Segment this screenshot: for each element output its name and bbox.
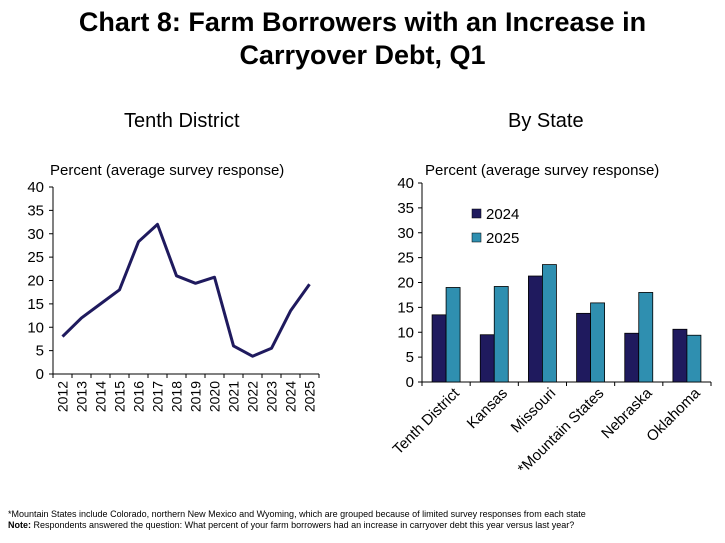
footnote-note-label: Note: bbox=[8, 520, 31, 530]
bar-2024 bbox=[528, 275, 543, 383]
line-y-tick-label: 5 bbox=[36, 343, 44, 360]
bar-category-label: Oklahoma bbox=[643, 384, 704, 445]
bar-y-tick-label: 10 bbox=[397, 324, 414, 341]
bar-2024 bbox=[431, 314, 447, 383]
line-x-tick-label: 2013 bbox=[74, 381, 90, 412]
bar-2024 bbox=[624, 332, 640, 383]
bar-y-tick-label: 15 bbox=[397, 299, 414, 316]
line-x-tick-label: 2025 bbox=[302, 381, 318, 412]
line-x-tick-label: 2016 bbox=[131, 381, 147, 412]
line-x-tick-label: 2021 bbox=[226, 381, 242, 412]
bar-y-axis-label: Percent (average survey response) bbox=[425, 162, 660, 179]
legend-swatch-2025 bbox=[471, 232, 482, 243]
legend-swatch-2024 bbox=[471, 208, 482, 219]
line-x-tick-label: 2017 bbox=[150, 381, 166, 412]
bar-2025 bbox=[493, 286, 509, 383]
line-x-tick-label: 2015 bbox=[112, 381, 128, 412]
bar-2024 bbox=[479, 334, 495, 383]
bar-2025 bbox=[445, 287, 461, 383]
bar-y-tick-label: 35 bbox=[397, 200, 414, 217]
line-y-tick-label: 30 bbox=[27, 226, 44, 243]
line-panel-title: Tenth District bbox=[124, 110, 240, 132]
footnote-mountain-states: *Mountain States include Colorado, north… bbox=[8, 509, 586, 519]
line-x-tick-label: 2020 bbox=[207, 381, 223, 412]
bar-panel-title: By State bbox=[508, 110, 584, 132]
line-y-tick-label: 0 bbox=[36, 366, 44, 383]
line-y-tick-label: 15 bbox=[27, 296, 44, 313]
bar-2024 bbox=[576, 312, 591, 383]
bar-2025 bbox=[638, 292, 654, 383]
line-y-tick-label: 40 bbox=[27, 179, 44, 196]
bar-2025 bbox=[590, 302, 605, 383]
line-y-tick-label: 35 bbox=[27, 202, 44, 219]
bar-y-tick-label: 20 bbox=[397, 275, 414, 292]
bar-y-tick-label: 0 bbox=[406, 374, 414, 391]
bar-y-tick-label: 25 bbox=[397, 250, 414, 267]
line-y-axis-label: Percent (average survey response) bbox=[50, 162, 285, 179]
bar-y-tick-label: 5 bbox=[406, 349, 414, 366]
line-x-tick-label: 2014 bbox=[93, 381, 109, 412]
line-y-tick-label: 25 bbox=[27, 249, 44, 266]
footnote-note: Note: Respondents answered the question:… bbox=[8, 520, 574, 531]
bar-category-label: Kansas bbox=[464, 385, 511, 432]
line-x-tick-label: 2022 bbox=[245, 381, 261, 412]
bar-category-label: Tenth District bbox=[390, 384, 464, 458]
line-x-tick-label: 2012 bbox=[55, 381, 71, 412]
line-x-tick-label: 2018 bbox=[169, 381, 185, 412]
line-x-tick-label: 2024 bbox=[283, 381, 299, 412]
footnote-note-text: Respondents answered the question: What … bbox=[31, 520, 575, 530]
chart-title-line1: Chart 8: Farm Borrowers with an Increase… bbox=[78, 7, 647, 37]
line-y-tick-label: 10 bbox=[27, 319, 44, 336]
bar-y-tick-label: 30 bbox=[397, 225, 414, 242]
bar-2025 bbox=[686, 334, 702, 383]
chart-title-line2: Carryover Debt, Q1 bbox=[239, 40, 486, 70]
line-series-tenth-district bbox=[61, 222, 311, 358]
chart-title: Chart 8: Farm Borrowers with an Increase… bbox=[0, 6, 725, 72]
legend-label-2025: 2025 bbox=[486, 230, 519, 247]
line-y-tick-label: 20 bbox=[27, 273, 44, 290]
line-x-tick-label: 2023 bbox=[264, 381, 280, 412]
bar-2025 bbox=[542, 264, 557, 383]
line-x-tick-label: 2019 bbox=[188, 381, 204, 412]
bar-y-tick-label: 40 bbox=[397, 175, 414, 192]
bar-category-label: *Mountain States bbox=[515, 385, 608, 478]
bar-2024 bbox=[672, 328, 688, 383]
legend-label-2024: 2024 bbox=[486, 206, 519, 223]
